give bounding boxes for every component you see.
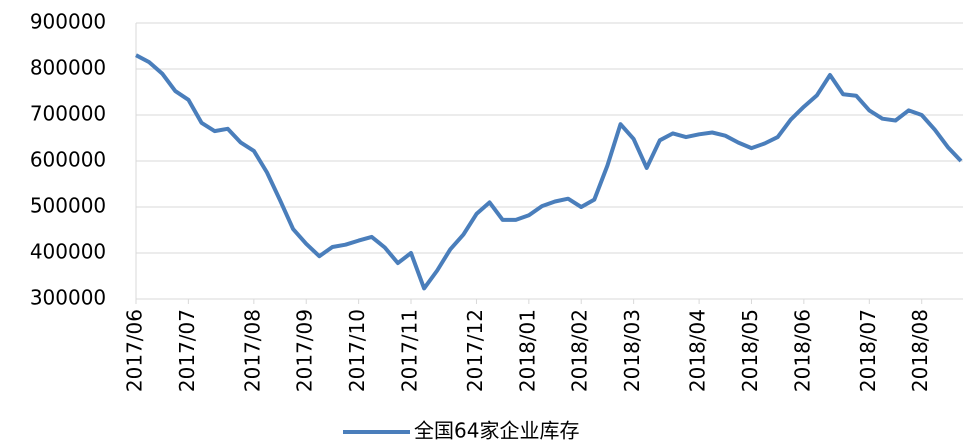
y-tick-label: 900000 [30,10,106,34]
x-tick-label: 2017/07 [175,309,199,392]
x-tick-label: 2017/09 [293,309,317,392]
data-line [135,53,963,291]
y-tick-label: 600000 [30,148,106,172]
legend-label: 全国64家企业库存 [414,419,579,441]
x-tick-label: 2018/08 [908,309,932,392]
y-tick-label: 500000 [30,194,106,218]
y-tick-label: 300000 [30,286,106,310]
x-tick-label: 2017/10 [345,309,369,392]
x-tick-label: 2017/11 [398,309,422,392]
x-tick-label: 2017/06 [123,309,147,392]
x-tick-label: 2017/12 [463,309,487,392]
x-tick-label: 2018/05 [738,309,762,392]
x-tick-label: 2018/04 [686,309,710,392]
x-tick-label: 2018/06 [790,309,814,392]
x-tick-label: 2018/07 [856,309,880,392]
y-tick-label: 400000 [30,240,106,264]
x-tick-label: 2017/08 [240,309,264,392]
y-tick-label: 800000 [30,56,106,80]
y-tick-label: 700000 [30,102,106,126]
x-tick-label: 2018/01 [515,309,539,392]
x-tick-label: 2018/02 [568,309,592,392]
x-tick-label: 2018/03 [620,309,644,392]
